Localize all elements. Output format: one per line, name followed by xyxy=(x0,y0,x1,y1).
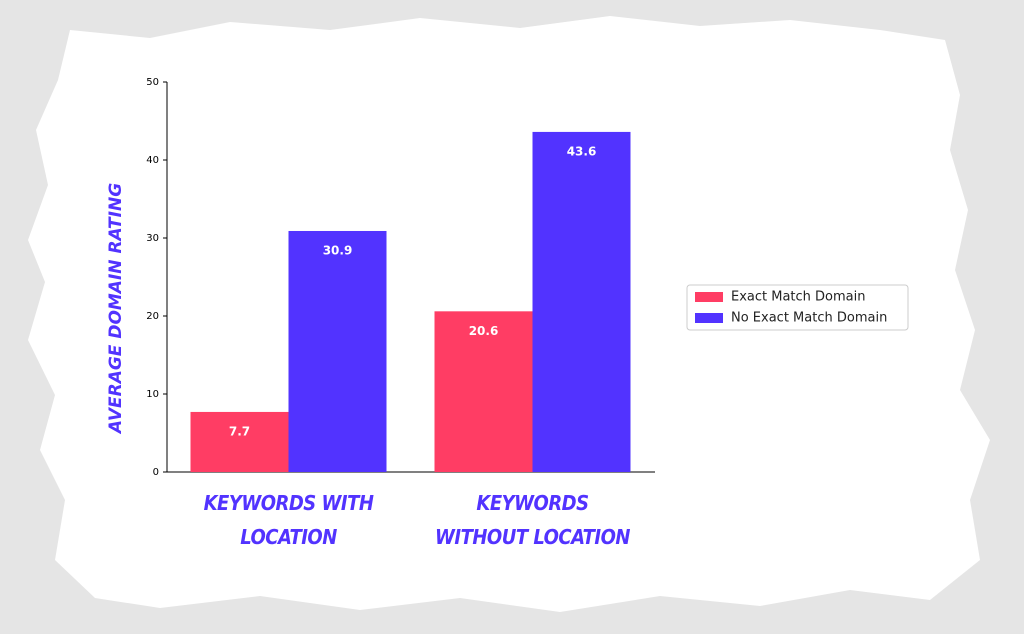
y-tick-label: 30 xyxy=(146,233,159,244)
y-tick-label: 10 xyxy=(146,389,159,400)
bar xyxy=(532,131,631,473)
value-label: 7.7 xyxy=(229,424,250,438)
legend-swatch xyxy=(695,313,723,323)
y-tick-label: 20 xyxy=(146,311,159,322)
x-tick-label: KEYWORDS WITH LOCATION xyxy=(203,491,374,549)
y-tick-label: 40 xyxy=(146,155,159,166)
legend-swatch xyxy=(695,292,723,302)
bar xyxy=(434,311,533,472)
bar xyxy=(288,230,387,472)
legend-label: No Exact Match Domain xyxy=(731,311,887,326)
y-tick-label: 50 xyxy=(146,77,159,88)
bar xyxy=(190,411,289,472)
value-label: 20.6 xyxy=(469,324,499,338)
x-tick-label: KEYWORDS WITHOUT LOCATION xyxy=(435,491,630,549)
y-axis-label: AVERAGE DOMAIN RATING xyxy=(106,183,126,435)
legend-box xyxy=(686,284,909,331)
y-tick-label: 0 xyxy=(153,467,159,478)
value-label: 43.6 xyxy=(567,144,597,158)
legend-label: Exact Match Domain xyxy=(731,290,866,305)
value-label: 30.9 xyxy=(323,243,353,257)
